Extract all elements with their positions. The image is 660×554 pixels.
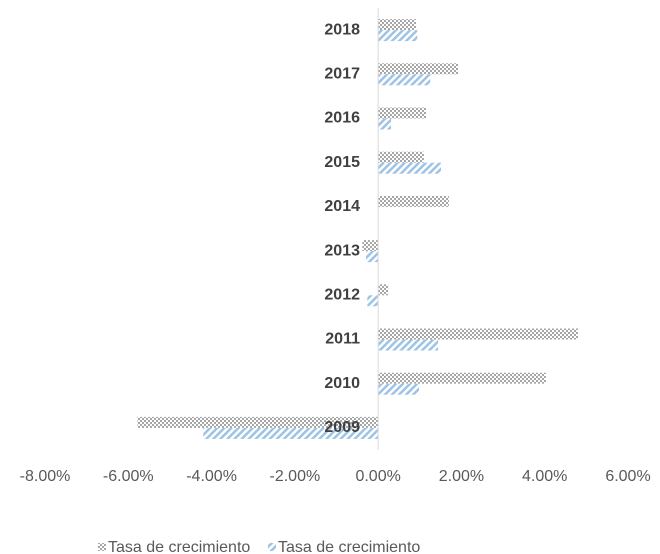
bar (378, 118, 392, 130)
x-tick-label: 0.00% (355, 468, 400, 485)
bar (203, 427, 379, 439)
y-tick-label: 2012 (324, 287, 360, 304)
x-tick-label: 2.00% (439, 468, 484, 485)
y-tick-label: 2017 (324, 66, 360, 83)
x-tick-label: 4.00% (522, 468, 567, 485)
x-tick-label: 6.00% (605, 468, 650, 485)
y-tick-label: 2014 (324, 198, 360, 215)
bar (378, 162, 442, 174)
bar (378, 19, 417, 31)
bar (378, 372, 546, 384)
bar (378, 195, 449, 207)
y-tick-label: 2015 (324, 154, 360, 171)
x-tick-label: -8.00% (20, 468, 71, 485)
bar (137, 416, 379, 428)
bar (378, 30, 418, 42)
bar (378, 328, 579, 340)
bar (378, 284, 389, 296)
bar (378, 339, 439, 351)
y-tick-label: 2018 (324, 21, 360, 38)
legend-label: Tasa de crecimiento (108, 539, 250, 554)
legend-swatch (98, 543, 106, 551)
bar (378, 383, 419, 395)
bar (366, 251, 379, 263)
y-tick-label: 2013 (324, 242, 360, 259)
y-tick-label: 2010 (324, 375, 360, 392)
bar (378, 107, 427, 119)
y-tick-label: 2009 (324, 419, 360, 436)
bar (362, 240, 379, 252)
bar (367, 295, 379, 307)
bar (378, 74, 431, 86)
y-tick-label: 2016 (324, 110, 360, 127)
x-tick-label: -4.00% (186, 468, 237, 485)
legend-label: Tasa de crecimiento (278, 539, 420, 554)
bar (378, 151, 424, 163)
x-tick-label: -2.00% (270, 468, 321, 485)
x-tick-label: -6.00% (103, 468, 154, 485)
legend-swatch (268, 543, 276, 551)
y-tick-label: 2011 (325, 331, 360, 348)
bar (378, 63, 459, 75)
